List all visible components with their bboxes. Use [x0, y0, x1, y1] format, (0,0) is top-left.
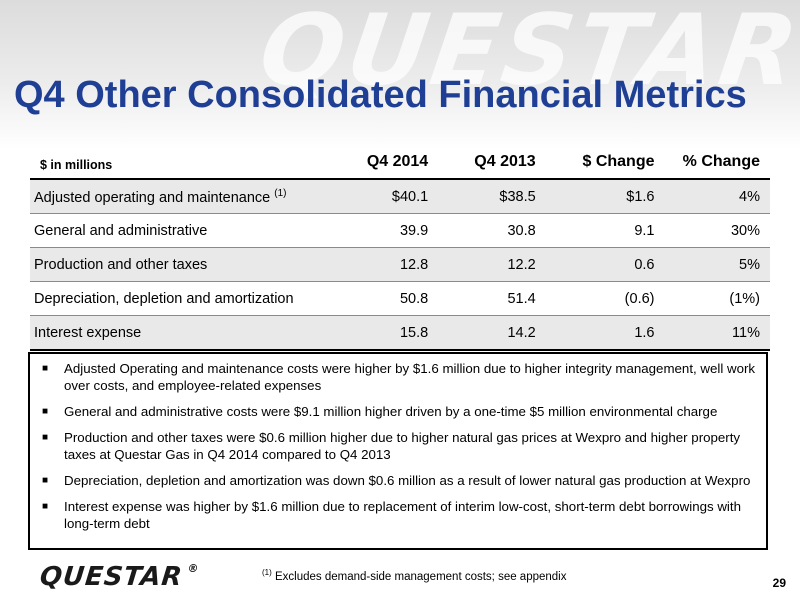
cell: 1.6 — [545, 315, 665, 351]
bullet-icon: ■ — [42, 475, 49, 486]
units-label: $ in millions — [30, 148, 353, 180]
notes-list: ■ Adjusted Operating and maintenance cost… — [38, 360, 758, 532]
table-row: Depreciation, depletion and amortization… — [30, 281, 770, 316]
cell: 15.8 — [353, 315, 439, 351]
cell: $38.5 — [438, 179, 546, 214]
table-header-row: $ in millions Q4 2014 Q4 2013 $ Change %… — [30, 148, 770, 180]
table-row: Production and other taxes 12.8 12.2 0.6… — [30, 247, 770, 282]
header-band: QUESTAR — [0, 0, 800, 150]
cell: 30% — [664, 213, 770, 248]
column-header: Q4 2014 — [353, 148, 439, 180]
list-item: ■ Interest expense was higher by $1.6 mil… — [42, 499, 741, 531]
row-label: Production and other taxes — [30, 247, 353, 282]
cell: 5% — [664, 247, 770, 282]
cell: 30.8 — [438, 213, 546, 248]
cell: 51.4 — [438, 281, 546, 316]
bullet-icon: ■ — [42, 406, 49, 417]
cell: 12.8 — [353, 247, 439, 282]
cell: 12.2 — [438, 247, 546, 282]
cell: (1%) — [664, 281, 770, 316]
row-label: Depreciation, depletion and amortization — [30, 281, 353, 316]
list-item: ■ Depreciation, depletion and amortizatio… — [42, 473, 751, 488]
cell: 0.6 — [545, 247, 665, 282]
footnote: (1) Excludes demand-side management cost… — [262, 568, 567, 583]
bullet-icon: ■ — [42, 363, 49, 374]
bullet-icon: ■ — [42, 501, 49, 512]
table-row: Adjusted operating and maintenance (1) $… — [30, 179, 770, 214]
row-label: Interest expense — [30, 315, 353, 351]
list-item: ■ Production and other taxes were $0.6 mi… — [42, 430, 741, 462]
financial-metrics-table: $ in millions Q4 2014 Q4 2013 $ Change %… — [30, 148, 770, 351]
row-label: Adjusted operating and maintenance (1) — [30, 179, 353, 214]
column-header: % Change — [664, 148, 770, 180]
table-row: Interest expense 15.8 14.2 1.6 11% — [30, 315, 770, 351]
cell: 39.9 — [353, 213, 439, 248]
notes-box: ■ Adjusted Operating and maintenance cost… — [28, 352, 768, 550]
cell: 9.1 — [545, 213, 665, 248]
cell: 11% — [664, 315, 770, 351]
column-header: $ Change — [545, 148, 665, 180]
cell: $40.1 — [353, 179, 439, 214]
row-label: General and administrative — [30, 213, 353, 248]
cell: $1.6 — [545, 179, 665, 214]
page-title: Q4 Other Consolidated Financial Metrics — [14, 74, 747, 116]
cell: 4% — [664, 179, 770, 214]
cell: 50.8 — [353, 281, 439, 316]
bullet-icon: ■ — [42, 432, 49, 443]
footnote-marker: (1) — [274, 187, 287, 199]
list-item: ■ Adjusted Operating and maintenance cost… — [42, 361, 756, 393]
cell: 14.2 — [438, 315, 546, 351]
cell: (0.6) — [545, 281, 665, 316]
list-item: ■ General and administrative costs were $… — [42, 404, 718, 419]
table-row: General and administrative 39.9 30.8 9.1… — [30, 213, 770, 248]
page-number: 29 — [772, 576, 786, 590]
questar-logo: QUESTAR ® — [38, 562, 201, 592]
footnote-marker: (1) — [262, 568, 272, 577]
column-header: Q4 2013 — [438, 148, 546, 180]
